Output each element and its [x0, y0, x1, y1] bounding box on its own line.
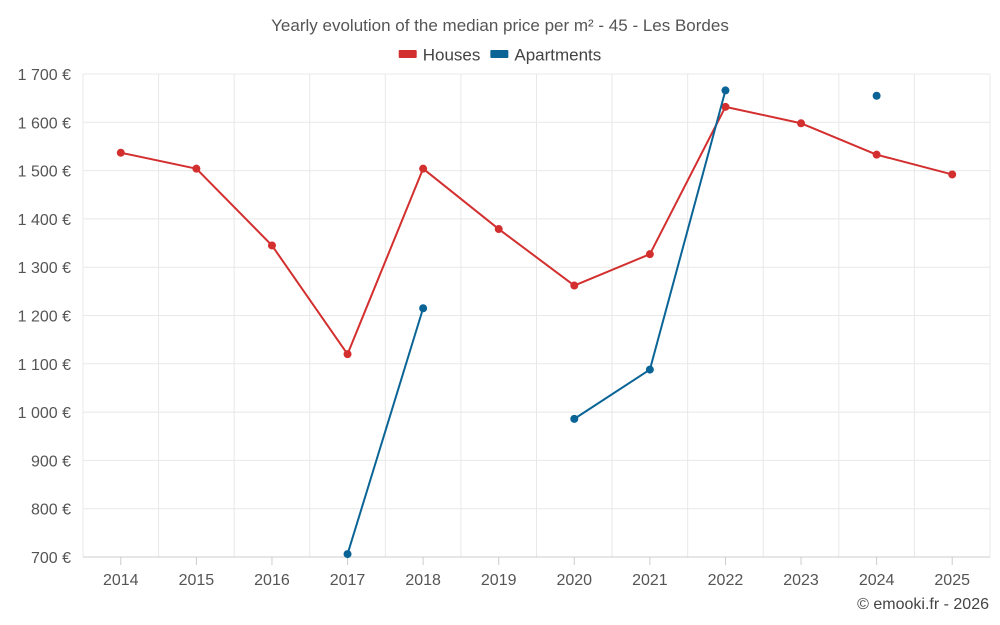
x-tick-label: 2021 [632, 572, 668, 589]
y-tick-label: 800 € [31, 502, 71, 519]
series-line-houses [120, 105, 953, 356]
data-point-apartments[interactable] [645, 365, 654, 374]
x-tick-label: 2014 [103, 572, 139, 589]
data-point-houses[interactable] [419, 164, 428, 173]
x-tick-label: 2018 [405, 572, 441, 589]
y-tick-label: 1 700 € [18, 67, 71, 84]
x-tick-label: 2020 [556, 572, 592, 589]
x-tick-label: 2024 [859, 572, 895, 589]
data-point-houses[interactable] [721, 102, 730, 111]
x-tick-label: 2015 [179, 572, 215, 589]
y-tick-label: 1 100 € [18, 357, 71, 374]
data-point-apartments[interactable] [570, 414, 579, 423]
legend[interactable]: Houses Apartments [398, 45, 602, 64]
y-tick-label: 1 200 € [18, 309, 71, 326]
data-point-houses[interactable] [192, 164, 201, 173]
y-tick-label: 900 € [31, 453, 71, 470]
data-point-apartments[interactable] [419, 304, 428, 313]
data-point-houses[interactable] [872, 150, 881, 159]
legend-swatch [490, 50, 509, 58]
grid [82, 73, 991, 557]
series-line-apartments [346, 307, 425, 555]
y-tick-label: 1 400 € [18, 212, 71, 229]
axes: 700 € 800 € 900 € 1 000 € 1 100 € 1 200 € 1 30… [18, 67, 990, 589]
data-point-apartments[interactable] [343, 550, 352, 559]
data-point-houses[interactable] [494, 225, 503, 234]
x-tick-label: 2025 [934, 572, 970, 589]
x-tick-label: 2017 [330, 572, 366, 589]
legend-label: Houses [423, 45, 481, 64]
data-point-apartments[interactable] [872, 91, 881, 100]
data-point-houses[interactable] [116, 148, 125, 157]
data-point-houses[interactable] [797, 119, 806, 128]
data-point-houses[interactable] [645, 250, 654, 259]
legend-item-apartments[interactable]: Apartments [490, 45, 601, 64]
legend-swatch [398, 50, 417, 58]
y-tick-label: 1 500 € [18, 164, 71, 181]
x-tick-label: 2023 [783, 572, 819, 589]
x-tick-label: 2019 [481, 572, 517, 589]
series-apartments [343, 86, 881, 559]
x-tick-label: 2022 [708, 572, 744, 589]
y-tick-label: 1 000 € [18, 405, 71, 422]
y-tick-label: 700 € [31, 550, 71, 567]
credit-text: © emooki.fr - 2026 [857, 596, 989, 613]
data-point-houses[interactable] [343, 350, 352, 359]
y-tick-label: 1 600 € [18, 115, 71, 132]
data-point-houses[interactable] [267, 241, 276, 250]
data-point-apartments[interactable] [721, 86, 730, 95]
series [116, 86, 957, 559]
legend-label: Apartments [514, 45, 601, 64]
series-houses [116, 102, 957, 359]
chart-title: Yearly evolution of the median price per… [271, 16, 729, 35]
data-point-houses[interactable] [570, 281, 579, 290]
x-tick-label: 2016 [254, 572, 290, 589]
legend-item-houses[interactable]: Houses [398, 45, 481, 64]
data-point-houses[interactable] [948, 170, 957, 179]
y-tick-label: 1 300 € [18, 260, 71, 277]
